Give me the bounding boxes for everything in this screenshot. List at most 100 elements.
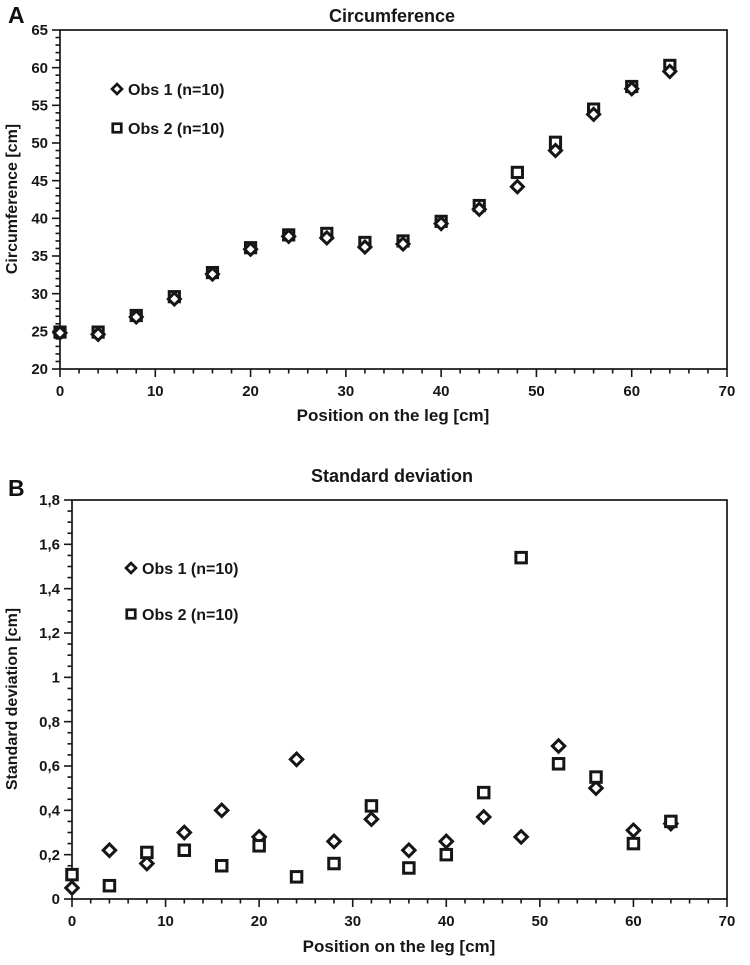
y-tick-label: 35	[31, 248, 48, 265]
legend-label: Obs 2 (n=10)	[128, 121, 224, 138]
obs1-marker	[550, 737, 567, 755]
obs1-marker	[400, 841, 418, 859]
x-tick-label: 10	[147, 383, 164, 400]
chart-title: Standard deviation	[311, 466, 473, 486]
y-tick-label: 1,2	[39, 625, 60, 642]
obs1-marker	[213, 801, 231, 819]
legend-diamond-icon	[110, 82, 124, 96]
y-tick-label: 65	[31, 22, 48, 39]
legend-label: Obs 1 (n=10)	[142, 561, 238, 578]
obs1-marker	[585, 106, 602, 123]
obs2-marker	[476, 785, 491, 800]
y-tick-label: 1,8	[39, 492, 60, 509]
obs2-marker	[364, 799, 379, 813]
x-tick-label: 40	[438, 913, 455, 930]
obs2-marker	[510, 165, 524, 179]
x-tick-label: 60	[625, 913, 642, 930]
obs2-marker	[626, 836, 641, 851]
legend-diamond-icon	[124, 561, 138, 575]
x-tick-label: 20	[242, 383, 259, 400]
panel-a-letter: A	[8, 2, 25, 28]
y-tick-label: 0,6	[39, 758, 60, 775]
x-axis-title: Position on the leg [cm]	[297, 406, 490, 425]
y-tick-label: 20	[31, 361, 48, 378]
y-tick-label: 55	[31, 98, 48, 115]
obs1-marker	[288, 751, 305, 768]
obs1-marker	[242, 241, 259, 258]
obs1-marker	[433, 215, 450, 232]
obs2-marker	[102, 878, 117, 893]
x-tick-label: 40	[433, 383, 450, 400]
obs1-marker	[280, 228, 297, 245]
chart-title: Circumference	[329, 6, 455, 26]
y-tick-label: 40	[31, 211, 48, 228]
obs2-marker	[177, 843, 192, 857]
legend-label: Obs 2 (n=10)	[142, 607, 238, 624]
y-axis-title: Circumference [cm]	[4, 124, 21, 274]
obs1-marker	[512, 828, 530, 846]
obs1-marker	[175, 824, 193, 841]
obs1-marker	[356, 238, 374, 256]
obs2-marker	[551, 757, 566, 771]
obs2-marker	[252, 839, 266, 853]
legend-square-icon	[125, 608, 137, 620]
x-tick-label: 20	[251, 913, 268, 930]
obs1-marker	[325, 833, 343, 850]
obs2-marker	[327, 856, 341, 871]
y-tick-label: 0,8	[39, 714, 60, 731]
x-axis-title: Position on the leg [cm]	[303, 937, 496, 956]
y-tick-label: 60	[31, 60, 48, 77]
obs1-marker	[318, 229, 335, 247]
obs1-marker	[661, 63, 678, 80]
x-tick-label: 50	[528, 383, 545, 400]
panel-b-letter: B	[8, 475, 25, 501]
y-axis-title: Standard deviation [cm]	[4, 608, 21, 790]
y-tick-label: 1	[52, 670, 60, 687]
plot-border	[59, 29, 728, 370]
obs1-marker	[509, 178, 526, 195]
obs1-marker	[166, 290, 183, 308]
x-tick-label: 0	[56, 383, 64, 400]
obs1-marker	[623, 80, 640, 97]
circumference-chart: 20 25 30 35 40 45 50 55 60 65 0 10 20 30 40 50 60 70 Circu…	[4, 6, 736, 425]
obs2-marker	[664, 814, 678, 829]
obs2-marker	[514, 550, 528, 565]
y-tick-label: 1,6	[39, 537, 60, 554]
x-tick-label: 30	[338, 383, 355, 400]
obs1-marker	[138, 855, 156, 872]
obs1-marker	[63, 879, 81, 897]
obs1-marker	[471, 201, 488, 218]
y-tick-label: 30	[31, 286, 48, 303]
obs1-marker	[625, 821, 642, 839]
legend-square-icon	[111, 122, 123, 134]
y-tick-label: 0,2	[39, 847, 60, 864]
y-tick-label: 0,4	[39, 803, 61, 820]
x-tick-label: 70	[719, 383, 736, 400]
y-tick-label: 45	[31, 173, 48, 190]
obs2-marker	[589, 770, 603, 784]
obs1-marker	[204, 265, 221, 283]
obs1-marker	[89, 326, 107, 343]
obs2-marker	[439, 847, 454, 862]
standard-deviation-chart: 0 0,2 0,4 0,6 0,8 1 1,2 1,4 1,6 1,8 0 10 20 30 40 50 60 7…	[4, 466, 735, 956]
x-tick-label: 30	[344, 913, 361, 930]
legend-label: Obs 1 (n=10)	[128, 82, 224, 99]
obs1-marker	[394, 235, 412, 253]
obs1-marker	[101, 841, 118, 859]
x-tick-label: 50	[532, 913, 549, 930]
obs2-marker	[140, 845, 154, 860]
y-tick-label: 50	[31, 135, 48, 152]
obs1-marker	[51, 324, 69, 341]
obs1-marker	[437, 833, 455, 850]
x-tick-label: 0	[68, 913, 76, 930]
obs1-marker	[475, 808, 493, 826]
obs2-marker	[402, 861, 416, 875]
obs1-marker	[587, 779, 605, 797]
y-tick-label: 0	[52, 891, 60, 908]
obs1-marker	[547, 142, 564, 159]
y-tick-label: 25	[31, 324, 48, 341]
x-tick-label: 60	[623, 383, 640, 400]
x-tick-label: 10	[157, 913, 174, 930]
obs1-marker	[128, 308, 145, 326]
